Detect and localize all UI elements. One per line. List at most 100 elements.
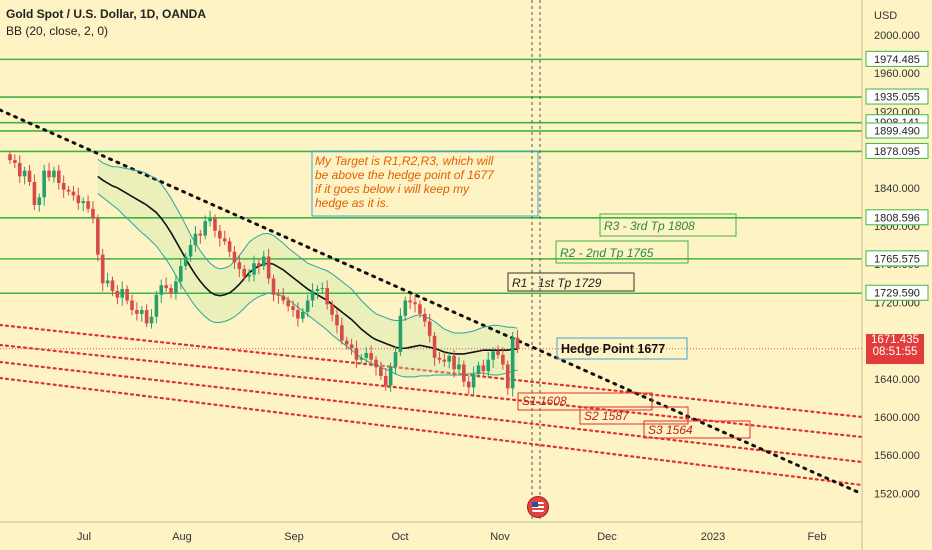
price-axis-panel xyxy=(862,0,932,550)
candle xyxy=(340,325,344,341)
candle xyxy=(159,285,164,295)
candle xyxy=(42,170,46,198)
candle-countdown: 08:51:55 xyxy=(872,346,918,358)
candle xyxy=(208,218,212,222)
candle xyxy=(135,310,139,314)
candle xyxy=(76,195,81,204)
level-label-box xyxy=(865,209,929,226)
candle xyxy=(452,355,456,370)
x-tick-label: Dec xyxy=(597,531,617,543)
target-note-box xyxy=(311,150,539,217)
r3-label: R3 - 3rd Tp 1808 xyxy=(604,219,695,233)
candle xyxy=(169,288,173,293)
x-tick-label: Sep xyxy=(284,531,304,543)
candle xyxy=(193,233,198,246)
target-note-line: My Target is R1,R2,R3, which will xyxy=(315,154,494,168)
candle xyxy=(71,191,76,196)
candle xyxy=(183,256,188,267)
candle xyxy=(432,335,437,358)
bb-basis xyxy=(97,175,518,355)
candle xyxy=(408,300,412,303)
candle xyxy=(222,238,227,242)
currency-label: USD xyxy=(874,10,897,22)
candle xyxy=(349,344,354,349)
candle xyxy=(423,313,427,322)
candle xyxy=(330,304,334,315)
candle xyxy=(325,288,329,305)
candle xyxy=(57,170,61,184)
s1-box xyxy=(517,392,653,411)
candle xyxy=(247,274,251,277)
x-tick-label: Jul xyxy=(77,531,91,543)
r3-box xyxy=(599,213,737,237)
candle xyxy=(466,381,471,388)
candle xyxy=(37,197,42,205)
candle xyxy=(427,321,432,336)
s2-box xyxy=(579,406,689,425)
y-tick-label: 1840.000 xyxy=(874,183,920,195)
indicator-label: BB (20, close, 2, 0) xyxy=(6,24,109,38)
s1-label: S1 1608 xyxy=(522,394,567,408)
candle xyxy=(315,289,320,291)
candle xyxy=(418,304,422,314)
candle xyxy=(413,302,417,305)
current-price-value: 1671.435 xyxy=(871,334,919,346)
y-tick-label: 1520.000 xyxy=(874,488,920,500)
candle xyxy=(22,170,27,177)
candle xyxy=(457,364,461,370)
candle xyxy=(96,218,100,255)
us-flag-event-icon[interactable] xyxy=(527,496,549,518)
candle xyxy=(218,230,222,239)
chart-title: Gold Spot / U.S. Dollar, 1D, OANDA xyxy=(6,7,207,21)
candle xyxy=(198,233,203,236)
candle xyxy=(354,348,359,360)
candle xyxy=(61,183,66,190)
candle xyxy=(32,182,37,205)
x-tick-label: 2023 xyxy=(701,531,725,543)
level-label: 1974.485 xyxy=(874,54,920,66)
chart-legend: Gold Spot / U.S. Dollar, 1D, OANDA BB (2… xyxy=(6,6,206,40)
candle xyxy=(164,285,168,289)
candle xyxy=(393,352,398,367)
candle xyxy=(130,300,134,311)
candle xyxy=(496,351,500,355)
candle xyxy=(369,353,373,360)
candle xyxy=(510,337,515,389)
x-tick-label: Oct xyxy=(391,531,408,543)
support-trendline xyxy=(0,343,864,439)
candle xyxy=(403,300,408,316)
candle xyxy=(359,357,364,360)
current-price-badge: 1671.435 08:51:55 xyxy=(866,334,924,364)
candle xyxy=(237,262,242,269)
candle xyxy=(344,340,349,345)
candle xyxy=(120,289,125,298)
bb-fill xyxy=(97,159,518,377)
level-label-box xyxy=(865,284,929,301)
candle xyxy=(305,300,310,312)
candle xyxy=(447,355,451,362)
candle xyxy=(481,365,486,372)
r1-box xyxy=(507,272,635,292)
y-tick-label: 1560.000 xyxy=(874,450,920,462)
y-tick-label: 1600.000 xyxy=(874,412,920,424)
x-tick-label: Feb xyxy=(808,531,827,543)
level-label-box xyxy=(865,50,929,67)
candle xyxy=(276,294,281,296)
support-trendline xyxy=(0,323,864,419)
support-trendline xyxy=(0,360,864,464)
candle xyxy=(66,189,71,192)
candle xyxy=(515,337,520,350)
r2-box xyxy=(555,240,689,264)
candle xyxy=(271,278,276,295)
candle xyxy=(115,290,120,298)
candle xyxy=(501,354,505,365)
candle xyxy=(125,289,129,301)
level-label-box xyxy=(865,122,929,139)
candle xyxy=(81,201,85,204)
candle xyxy=(383,375,388,386)
candle xyxy=(252,263,256,275)
candle xyxy=(335,314,339,326)
level-label: 1765.575 xyxy=(874,253,920,265)
